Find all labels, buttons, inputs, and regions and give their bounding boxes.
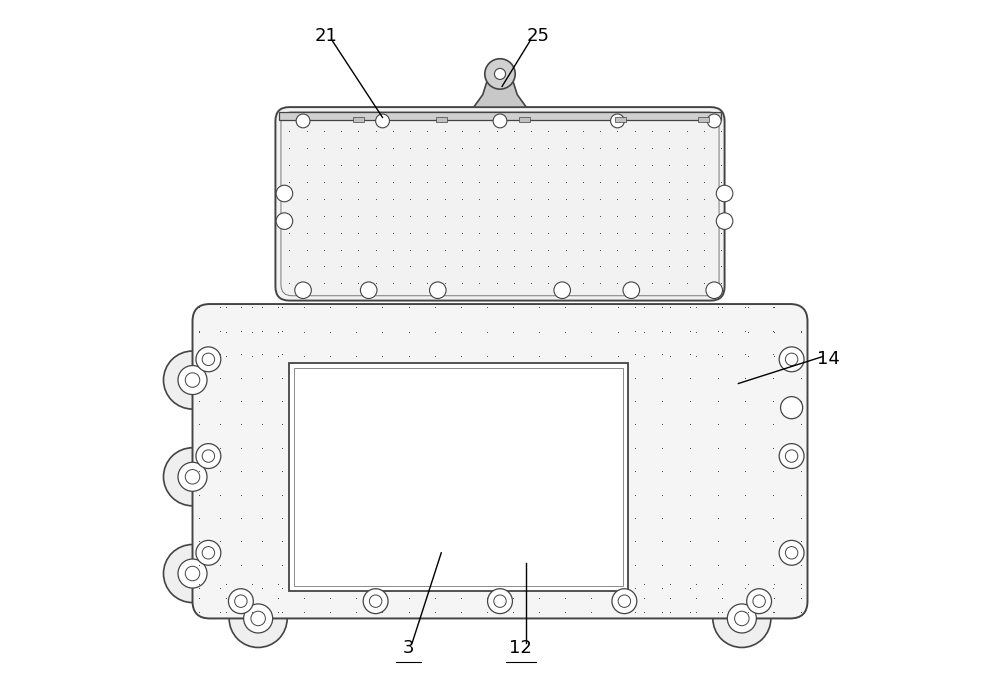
Bar bbox=[279, 112, 721, 120]
Polygon shape bbox=[474, 79, 526, 107]
Circle shape bbox=[494, 68, 506, 79]
Circle shape bbox=[163, 545, 222, 603]
Circle shape bbox=[493, 114, 507, 128]
Text: 12: 12 bbox=[509, 639, 532, 657]
Bar bbox=[436, 117, 447, 122]
Circle shape bbox=[196, 444, 221, 468]
Bar bbox=[294, 368, 623, 586]
Circle shape bbox=[244, 604, 273, 633]
Circle shape bbox=[785, 450, 798, 462]
Circle shape bbox=[295, 282, 311, 299]
Text: 21: 21 bbox=[314, 27, 337, 45]
Circle shape bbox=[196, 540, 221, 565]
Circle shape bbox=[251, 612, 265, 626]
Circle shape bbox=[376, 114, 389, 128]
Circle shape bbox=[785, 353, 798, 366]
Circle shape bbox=[779, 444, 804, 468]
Circle shape bbox=[735, 612, 749, 626]
Circle shape bbox=[228, 589, 253, 614]
Circle shape bbox=[363, 589, 388, 614]
Circle shape bbox=[554, 282, 570, 299]
Circle shape bbox=[430, 282, 446, 299]
Circle shape bbox=[727, 604, 756, 633]
Circle shape bbox=[276, 213, 293, 229]
Circle shape bbox=[785, 547, 798, 559]
Circle shape bbox=[753, 595, 765, 607]
Circle shape bbox=[163, 448, 222, 506]
Circle shape bbox=[196, 347, 221, 372]
Circle shape bbox=[494, 595, 506, 607]
Circle shape bbox=[202, 450, 215, 462]
Circle shape bbox=[623, 282, 640, 299]
Bar bbox=[698, 117, 709, 122]
Circle shape bbox=[716, 185, 733, 202]
Circle shape bbox=[779, 347, 804, 372]
Circle shape bbox=[488, 589, 512, 614]
Circle shape bbox=[296, 114, 310, 128]
Circle shape bbox=[706, 282, 723, 299]
Bar bbox=[289, 363, 628, 591]
Circle shape bbox=[485, 59, 515, 89]
Circle shape bbox=[185, 567, 200, 580]
Circle shape bbox=[178, 462, 207, 491]
Text: 14: 14 bbox=[817, 350, 840, 368]
Circle shape bbox=[369, 595, 382, 607]
Circle shape bbox=[178, 559, 207, 588]
Circle shape bbox=[185, 373, 200, 387]
Circle shape bbox=[360, 282, 377, 299]
Circle shape bbox=[202, 353, 215, 366]
Circle shape bbox=[611, 114, 624, 128]
FancyBboxPatch shape bbox=[193, 304, 807, 618]
Circle shape bbox=[202, 547, 215, 559]
Circle shape bbox=[779, 540, 804, 565]
FancyBboxPatch shape bbox=[275, 107, 725, 301]
Circle shape bbox=[747, 589, 772, 614]
Circle shape bbox=[163, 351, 222, 409]
Text: 25: 25 bbox=[527, 27, 550, 45]
Circle shape bbox=[178, 366, 207, 395]
Circle shape bbox=[713, 589, 771, 647]
Circle shape bbox=[707, 114, 721, 128]
Circle shape bbox=[229, 589, 287, 647]
Circle shape bbox=[276, 185, 293, 202]
Bar bbox=[519, 117, 530, 122]
Circle shape bbox=[618, 595, 631, 607]
Circle shape bbox=[235, 595, 247, 607]
Text: 3: 3 bbox=[403, 639, 415, 657]
Circle shape bbox=[781, 397, 803, 419]
Circle shape bbox=[612, 589, 637, 614]
Bar bbox=[353, 117, 364, 122]
Bar bbox=[615, 117, 626, 122]
Circle shape bbox=[716, 213, 733, 229]
Circle shape bbox=[185, 470, 200, 484]
